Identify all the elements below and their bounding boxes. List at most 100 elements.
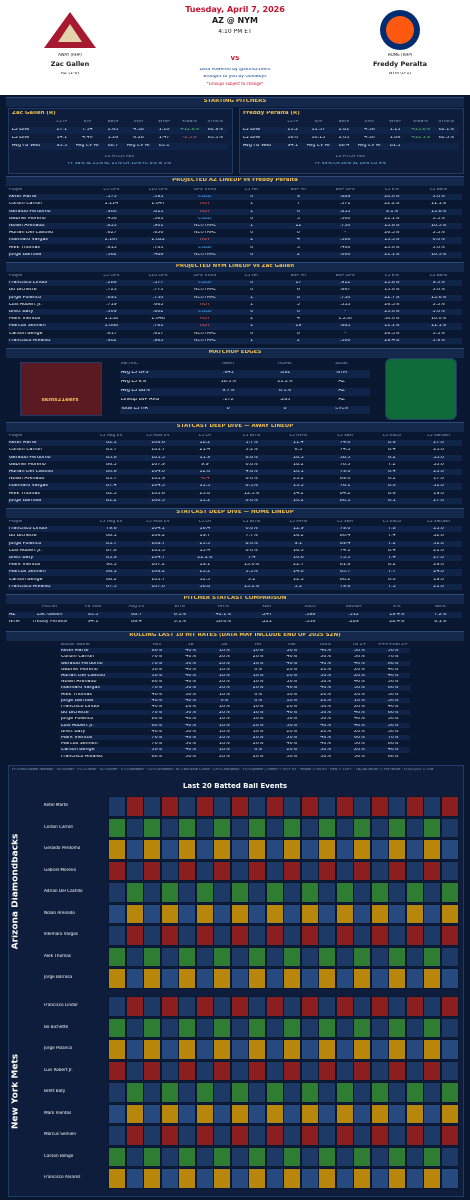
- bb-cell: [440, 968, 459, 989]
- cell: 20%: [286, 748, 298, 753]
- row-stripe: [60, 747, 410, 753]
- row-label: Alek Thomas: [9, 245, 40, 250]
- column-header: L5 BB%: [429, 274, 448, 278]
- cell: 86.1: [106, 570, 117, 575]
- column-header: L5 IP: [56, 120, 68, 124]
- cell: 1.068: [104, 324, 119, 329]
- cell: 5.0%: [432, 245, 445, 250]
- bb-cell: [160, 882, 179, 903]
- cell: 9.5%: [432, 281, 445, 286]
- bb-cell: [265, 946, 284, 967]
- bb-cell: [300, 925, 319, 946]
- cell: .813: [152, 209, 164, 214]
- cell: 40%: [286, 661, 298, 666]
- row-label: Jorge Barrosa: [61, 698, 94, 703]
- column-header: xSLG: [304, 605, 316, 609]
- column-header: AWAY: [222, 362, 235, 366]
- cell: +22.1%: [410, 136, 431, 140]
- bb-cell: [195, 903, 214, 924]
- bb-cell: [143, 817, 161, 838]
- row-label: Brett Baty: [61, 729, 86, 734]
- row-label: Mark Vientos: [9, 563, 41, 568]
- bb-cell: [160, 796, 179, 817]
- bb-cell: [388, 860, 406, 881]
- column-header: BB%: [435, 605, 446, 609]
- cell: .436: [106, 216, 117, 221]
- column-header: L5 Brl%: [242, 520, 261, 524]
- cell: 16.4: [199, 527, 211, 532]
- cell: 30%: [354, 649, 365, 654]
- row-stripe: [242, 143, 459, 150]
- cell: 60%: [151, 754, 163, 759]
- bb-cell: [388, 1168, 406, 1189]
- cell: 0: [296, 331, 300, 336]
- cell: 4.8%: [245, 470, 258, 474]
- cell: 5.3%: [432, 331, 445, 336]
- cell: 12.0: [199, 470, 211, 474]
- cell: 20%: [252, 686, 264, 691]
- cell: 40%: [354, 717, 365, 722]
- cell: 20%: [219, 754, 230, 759]
- bb-cell: [178, 925, 196, 946]
- cell: 20%: [219, 661, 230, 666]
- cell: 30%: [387, 692, 399, 697]
- bb-cell: [213, 1082, 231, 1103]
- column-header: Hits: [152, 643, 162, 647]
- cell: 107.2: [151, 563, 165, 568]
- cell: 7.4: [388, 556, 396, 560]
- bb-cell: [160, 1017, 179, 1038]
- cell: .400: [339, 245, 351, 250]
- row-stripe: [8, 194, 462, 201]
- bb-cell: [213, 1168, 231, 1189]
- cell: 1: [250, 209, 254, 214]
- bb-cell: [300, 1125, 319, 1146]
- bb-cell: [265, 796, 284, 817]
- bb-cell: [108, 946, 126, 967]
- cell: 80.2: [339, 577, 351, 582]
- cell: 60%: [151, 723, 163, 728]
- column-header: METRIC: [121, 362, 139, 366]
- bb-cell: [108, 839, 126, 860]
- bb-cell: [160, 1146, 179, 1167]
- bb-cell: [300, 1017, 319, 1038]
- bb-cell: [283, 796, 301, 817]
- batter-name: Ildemaro Vargas: [44, 932, 78, 936]
- cell: 30.0%: [384, 317, 400, 322]
- bb-cell: [230, 1017, 249, 1038]
- cell: 103.9: [151, 477, 165, 482]
- cell: 35.0: [433, 462, 444, 467]
- cell: 0.0%: [245, 477, 258, 482]
- bb-cell: [440, 860, 459, 881]
- cell: 22.2%: [384, 202, 400, 207]
- bb-cell: [178, 882, 196, 903]
- bb-cell: [195, 968, 214, 989]
- bb-cell: [283, 1103, 301, 1124]
- matchup: AZ @ NYM: [211, 17, 258, 25]
- bb-cell: [300, 1146, 319, 1167]
- pitcher-card: [239, 108, 464, 174]
- cell: 85.6: [106, 455, 117, 460]
- cell: 0: [250, 195, 254, 200]
- cell: 79.0: [339, 527, 351, 532]
- cell: 10.2: [293, 498, 304, 503]
- bb-cell: [423, 1017, 441, 1038]
- cell: 40%: [185, 667, 196, 672]
- cell: 40%: [320, 736, 331, 740]
- bb-cell: [178, 1060, 196, 1081]
- column-header: HH%: [217, 605, 229, 609]
- row-stripe: [8, 540, 462, 547]
- cell: 7.4: [388, 534, 396, 539]
- cell: 70%: [151, 686, 163, 691]
- column-header: Player: [9, 274, 24, 278]
- bb-cell: [108, 860, 126, 881]
- row-stripe: [120, 406, 370, 414]
- bb-cell: [108, 817, 126, 838]
- cell: 20%: [252, 723, 264, 728]
- bb-cell: [108, 796, 126, 817]
- cell: .571: [339, 202, 351, 207]
- bb-cell: [405, 925, 424, 946]
- cell: NEUTRAL: [193, 288, 216, 293]
- bb-cell: [213, 1125, 231, 1146]
- bb-cell: [300, 796, 319, 817]
- cell: 14.0: [293, 570, 304, 575]
